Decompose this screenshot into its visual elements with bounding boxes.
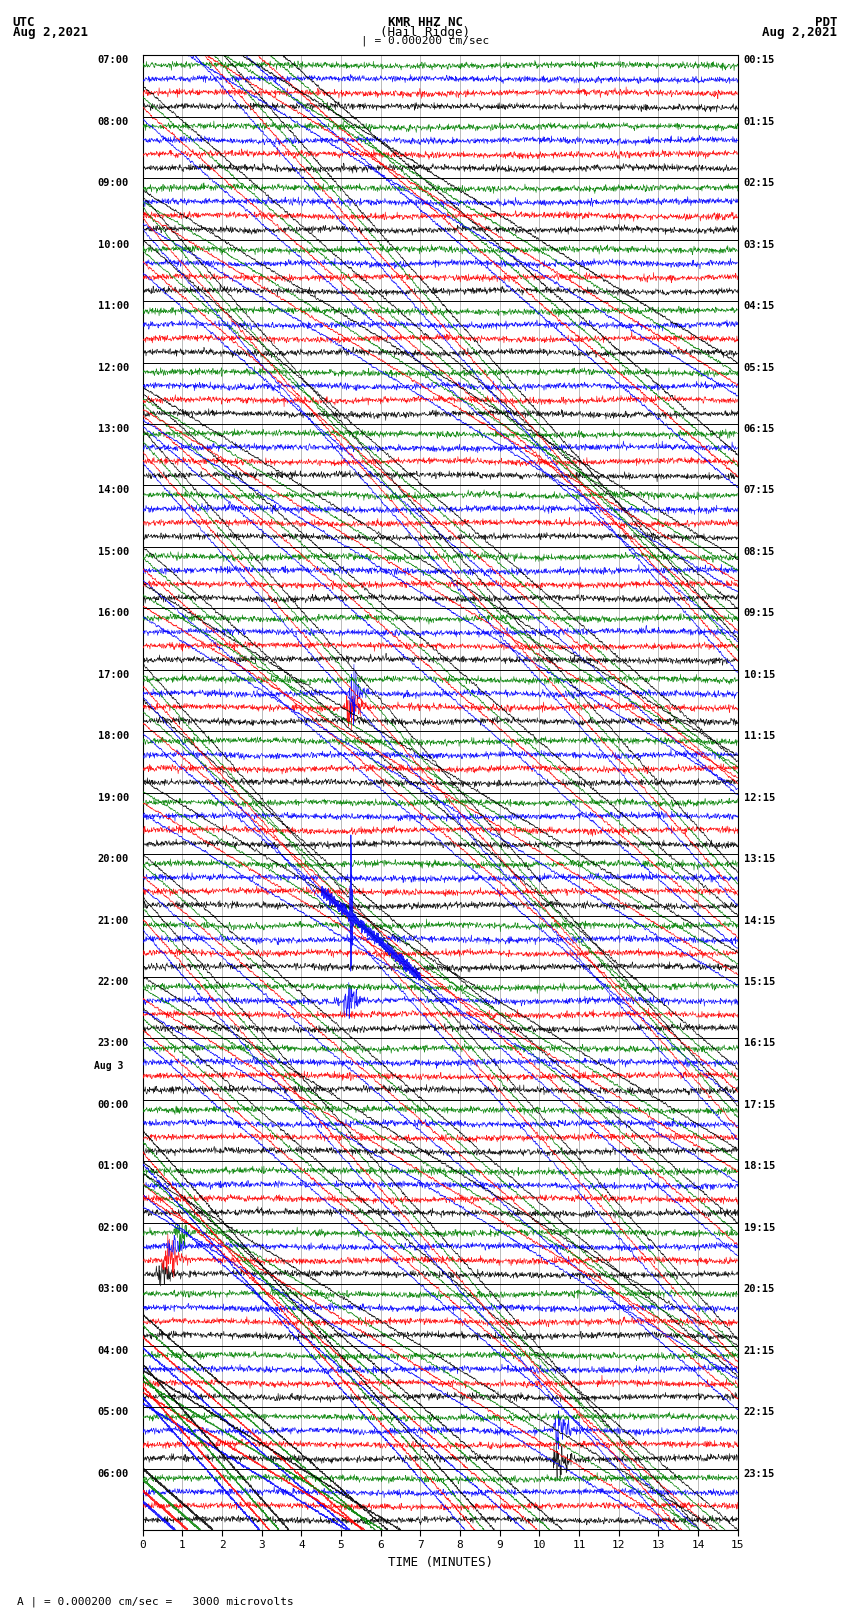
Text: 09:00: 09:00	[98, 177, 129, 189]
Text: 02:15: 02:15	[744, 177, 775, 189]
Text: 16:15: 16:15	[744, 1039, 775, 1048]
Text: 10:15: 10:15	[744, 669, 775, 679]
Text: 11:00: 11:00	[98, 302, 129, 311]
Text: 02:00: 02:00	[98, 1223, 129, 1232]
Text: 04:15: 04:15	[744, 302, 775, 311]
Text: UTC: UTC	[13, 16, 35, 29]
Text: 18:15: 18:15	[744, 1161, 775, 1171]
Text: 23:15: 23:15	[744, 1468, 775, 1479]
Text: 14:00: 14:00	[98, 486, 129, 495]
Text: | = 0.000200 cm/sec: | = 0.000200 cm/sec	[361, 35, 489, 47]
Text: 03:00: 03:00	[98, 1284, 129, 1294]
Text: 10:00: 10:00	[98, 240, 129, 250]
X-axis label: TIME (MINUTES): TIME (MINUTES)	[388, 1557, 493, 1569]
Text: 19:00: 19:00	[98, 792, 129, 803]
Text: 16:00: 16:00	[98, 608, 129, 618]
Text: 05:00: 05:00	[98, 1407, 129, 1418]
Text: 22:15: 22:15	[744, 1407, 775, 1418]
Text: 07:15: 07:15	[744, 486, 775, 495]
Text: 01:15: 01:15	[744, 116, 775, 127]
Text: 20:15: 20:15	[744, 1284, 775, 1294]
Text: Aug 2,2021: Aug 2,2021	[13, 26, 88, 39]
Text: Aug 2,2021: Aug 2,2021	[762, 26, 837, 39]
Text: 23:00: 23:00	[98, 1039, 129, 1048]
Text: 13:00: 13:00	[98, 424, 129, 434]
Text: 06:00: 06:00	[98, 1468, 129, 1479]
Text: (Hail Ridge): (Hail Ridge)	[380, 26, 470, 39]
Text: 04:00: 04:00	[98, 1345, 129, 1355]
Text: 14:15: 14:15	[744, 916, 775, 926]
Text: 09:15: 09:15	[744, 608, 775, 618]
Text: 08:00: 08:00	[98, 116, 129, 127]
Text: 03:15: 03:15	[744, 240, 775, 250]
Text: 12:00: 12:00	[98, 363, 129, 373]
Text: 00:15: 00:15	[744, 55, 775, 65]
Text: 21:00: 21:00	[98, 916, 129, 926]
Text: 18:00: 18:00	[98, 731, 129, 742]
Text: 05:15: 05:15	[744, 363, 775, 373]
Text: 17:15: 17:15	[744, 1100, 775, 1110]
Text: 22:00: 22:00	[98, 977, 129, 987]
Text: 08:15: 08:15	[744, 547, 775, 556]
Text: KMR HHZ NC: KMR HHZ NC	[388, 16, 462, 29]
Text: 11:15: 11:15	[744, 731, 775, 742]
Text: 15:00: 15:00	[98, 547, 129, 556]
Text: 15:15: 15:15	[744, 977, 775, 987]
Text: 01:00: 01:00	[98, 1161, 129, 1171]
Text: 06:15: 06:15	[744, 424, 775, 434]
Text: 13:15: 13:15	[744, 855, 775, 865]
Text: 17:00: 17:00	[98, 669, 129, 679]
Text: 20:00: 20:00	[98, 855, 129, 865]
Text: 19:15: 19:15	[744, 1223, 775, 1232]
Text: 21:15: 21:15	[744, 1345, 775, 1355]
Text: 12:15: 12:15	[744, 792, 775, 803]
Text: 07:00: 07:00	[98, 55, 129, 65]
Text: 00:00: 00:00	[98, 1100, 129, 1110]
Text: PDT: PDT	[815, 16, 837, 29]
Text: Aug 3: Aug 3	[94, 1061, 123, 1071]
Text: A | = 0.000200 cm/sec =   3000 microvolts: A | = 0.000200 cm/sec = 3000 microvolts	[17, 1595, 294, 1607]
